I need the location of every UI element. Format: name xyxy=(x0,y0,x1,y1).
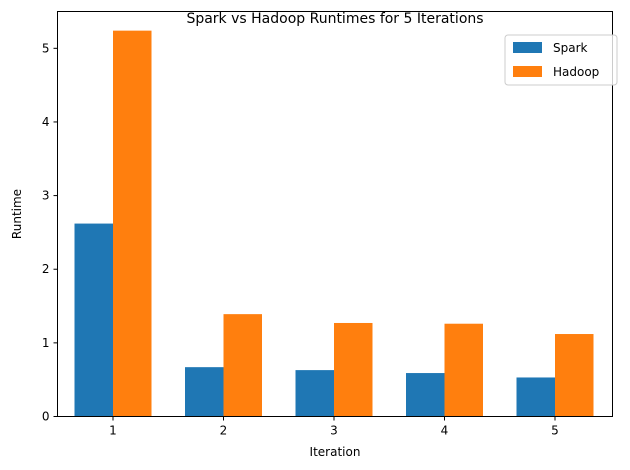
bar-spark-iteration-3 xyxy=(295,370,334,417)
y-axis-ticks: 0 1 2 3 4 5 xyxy=(42,41,58,424)
legend-swatch-spark xyxy=(513,42,542,53)
x-axis-label: Iteration xyxy=(310,445,361,459)
y-tick-label: 0 xyxy=(42,410,50,424)
legend-label-spark: Spark xyxy=(553,41,588,55)
y-tick-label: 1 xyxy=(42,336,50,350)
bar-spark-iteration-1 xyxy=(74,223,113,417)
bar-hadoop-iteration-2 xyxy=(223,314,262,417)
bar-spark-iteration-4 xyxy=(406,373,445,417)
bar-spark-iteration-2 xyxy=(185,367,224,417)
y-tick-label: 4 xyxy=(42,115,50,129)
bar-hadoop-iteration-4 xyxy=(444,323,483,417)
x-tick-label: 4 xyxy=(441,424,449,438)
x-tick-label: 2 xyxy=(220,424,228,438)
bar-hadoop-iteration-5 xyxy=(555,334,594,417)
legend-swatch-hadoop xyxy=(513,66,542,77)
chart-title: Spark vs Hadoop Runtimes for 5 Iteration… xyxy=(186,11,483,27)
legend: Spark Hadoop xyxy=(504,34,618,86)
x-tick-label: 5 xyxy=(551,424,559,438)
bar-hadoop-iteration-1 xyxy=(113,30,152,417)
bars xyxy=(74,30,594,417)
y-axis-label: Runtime xyxy=(10,189,24,239)
legend-label-hadoop: Hadoop xyxy=(553,65,599,79)
bar-hadoop-iteration-3 xyxy=(334,322,373,417)
y-tick-label: 5 xyxy=(42,41,50,55)
y-tick-label: 2 xyxy=(42,262,50,276)
bar-spark-iteration-5 xyxy=(516,377,555,417)
x-tick-label: 3 xyxy=(330,424,338,438)
plot-area-frame xyxy=(57,11,613,417)
y-tick-label: 3 xyxy=(42,189,50,203)
x-tick-label: 1 xyxy=(109,424,117,438)
x-axis-ticks: 1 2 3 4 5 xyxy=(109,416,559,438)
